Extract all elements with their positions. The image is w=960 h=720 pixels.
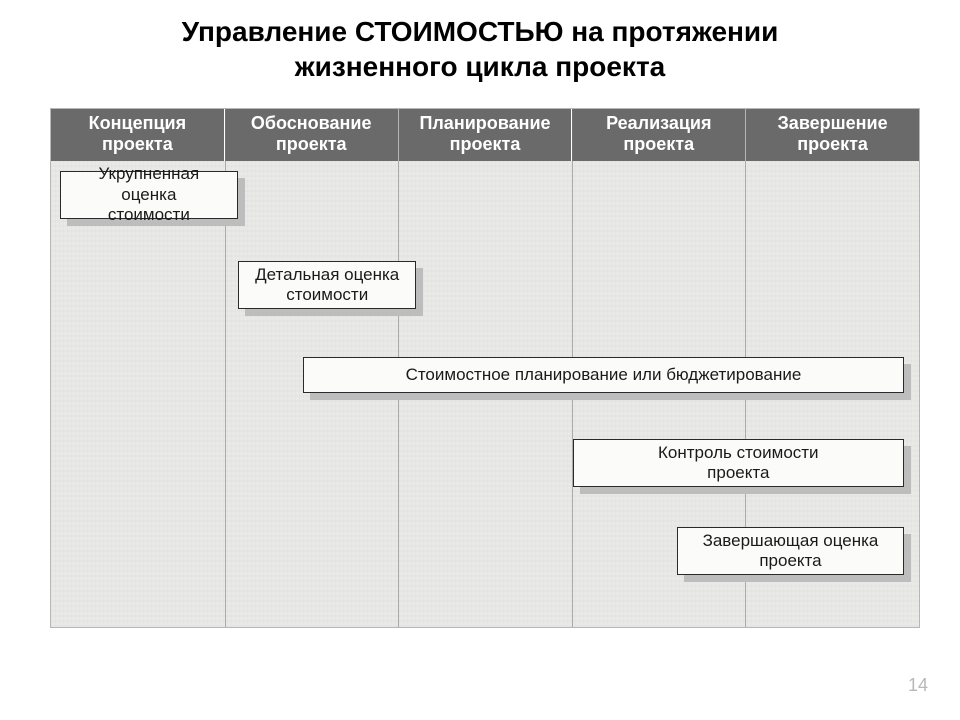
activity-box-4: Завершающая оценка проекта xyxy=(677,527,903,575)
activity-box-1: Детальная оценка стоимости xyxy=(238,261,416,309)
header-cell-2: Планирование проекта xyxy=(399,109,573,161)
slide-title: Управление СТОИМОСТЬЮ на протяжении жизн… xyxy=(0,14,960,84)
header-cell-3: Реализация проекта xyxy=(572,109,746,161)
chart-area: Концепция проектаОбоснование проектаПлан… xyxy=(50,108,920,628)
header-cell-4: Завершение проекта xyxy=(746,109,919,161)
page-number: 14 xyxy=(908,675,928,696)
header-cell-1: Обоснование проекта xyxy=(225,109,399,161)
slide: Управление СТОИМОСТЬЮ на протяжении жизн… xyxy=(0,0,960,720)
slide-title-line2: жизненного цикла проекта xyxy=(295,51,665,82)
activity-box-0: Укрупненная оценка стоимости xyxy=(60,171,238,219)
header-cell-0: Концепция проекта xyxy=(51,109,225,161)
activity-box-3: Контроль стоимости проекта xyxy=(573,439,904,487)
slide-title-line1: Управление СТОИМОСТЬЮ на протяжении xyxy=(182,16,779,47)
activity-box-2: Стоимостное планирование или бюджетирова… xyxy=(303,357,903,393)
header-row: Концепция проектаОбоснование проектаПлан… xyxy=(51,109,919,161)
